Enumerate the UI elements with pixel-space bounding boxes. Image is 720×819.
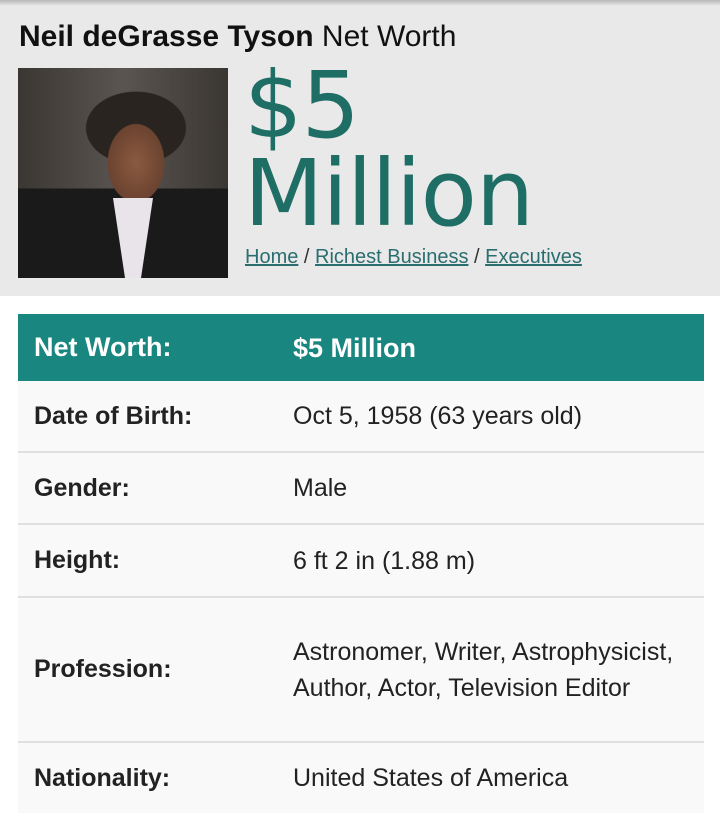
row-value: Astronomer, Writer, Astrophysicist, Auth… (293, 637, 674, 702)
row-label: Profession: (34, 655, 172, 683)
net-worth-amount: $5 Million (244, 52, 534, 247)
person-photo (18, 68, 228, 278)
info-table: Net Worth: $5 Million Date of Birth: Oct 5… (18, 314, 704, 813)
table-row-dob: Date of Birth: Oct 5, 1958 (63 years old) (18, 381, 704, 453)
row-label: Date of Birth: (34, 401, 193, 430)
row-value: United States of America (293, 764, 569, 792)
row-value: Oct 5, 1958 (63 years old) (293, 402, 583, 430)
breadcrumb: Home / Richest Business / Executives (245, 246, 582, 269)
amount-line1: $5 (244, 52, 360, 159)
row-label: Net Worth: (34, 332, 172, 362)
row-value: Male (293, 474, 348, 502)
breadcrumb-separator: / (474, 246, 480, 268)
table-row-height: Height: 6 ft 2 in (1.88 m) (18, 525, 704, 598)
table-row-gender: Gender: Male (18, 453, 704, 525)
breadcrumb-executives[interactable]: Executives (485, 246, 582, 268)
table-row-nationality: Nationality: United States of America (18, 743, 704, 813)
breadcrumb-separator: / (303, 246, 310, 268)
amount-line2: Million (244, 140, 534, 247)
row-label: Nationality: (34, 763, 171, 792)
person-name: Neil deGrasse Tyson (19, 20, 314, 53)
row-label: Height: (34, 546, 121, 574)
row-label: Gender: (34, 473, 130, 502)
title-suffix: Net Worth (321, 20, 457, 53)
row-value: $5 Million (293, 332, 417, 363)
table-row-profession: Profession: Astronomer, Writer, Astrophys… (18, 598, 704, 743)
row-value: 6 ft 2 in (1.88 m) (293, 546, 476, 575)
breadcrumb-home[interactable]: Home (245, 246, 299, 268)
top-shadow (0, 0, 720, 6)
page-title: Neil deGrasse Tyson Net Worth (19, 20, 456, 54)
breadcrumb-richest-business[interactable]: Richest Business (315, 246, 469, 268)
table-row-net-worth: Net Worth: $5 Million (18, 314, 704, 381)
